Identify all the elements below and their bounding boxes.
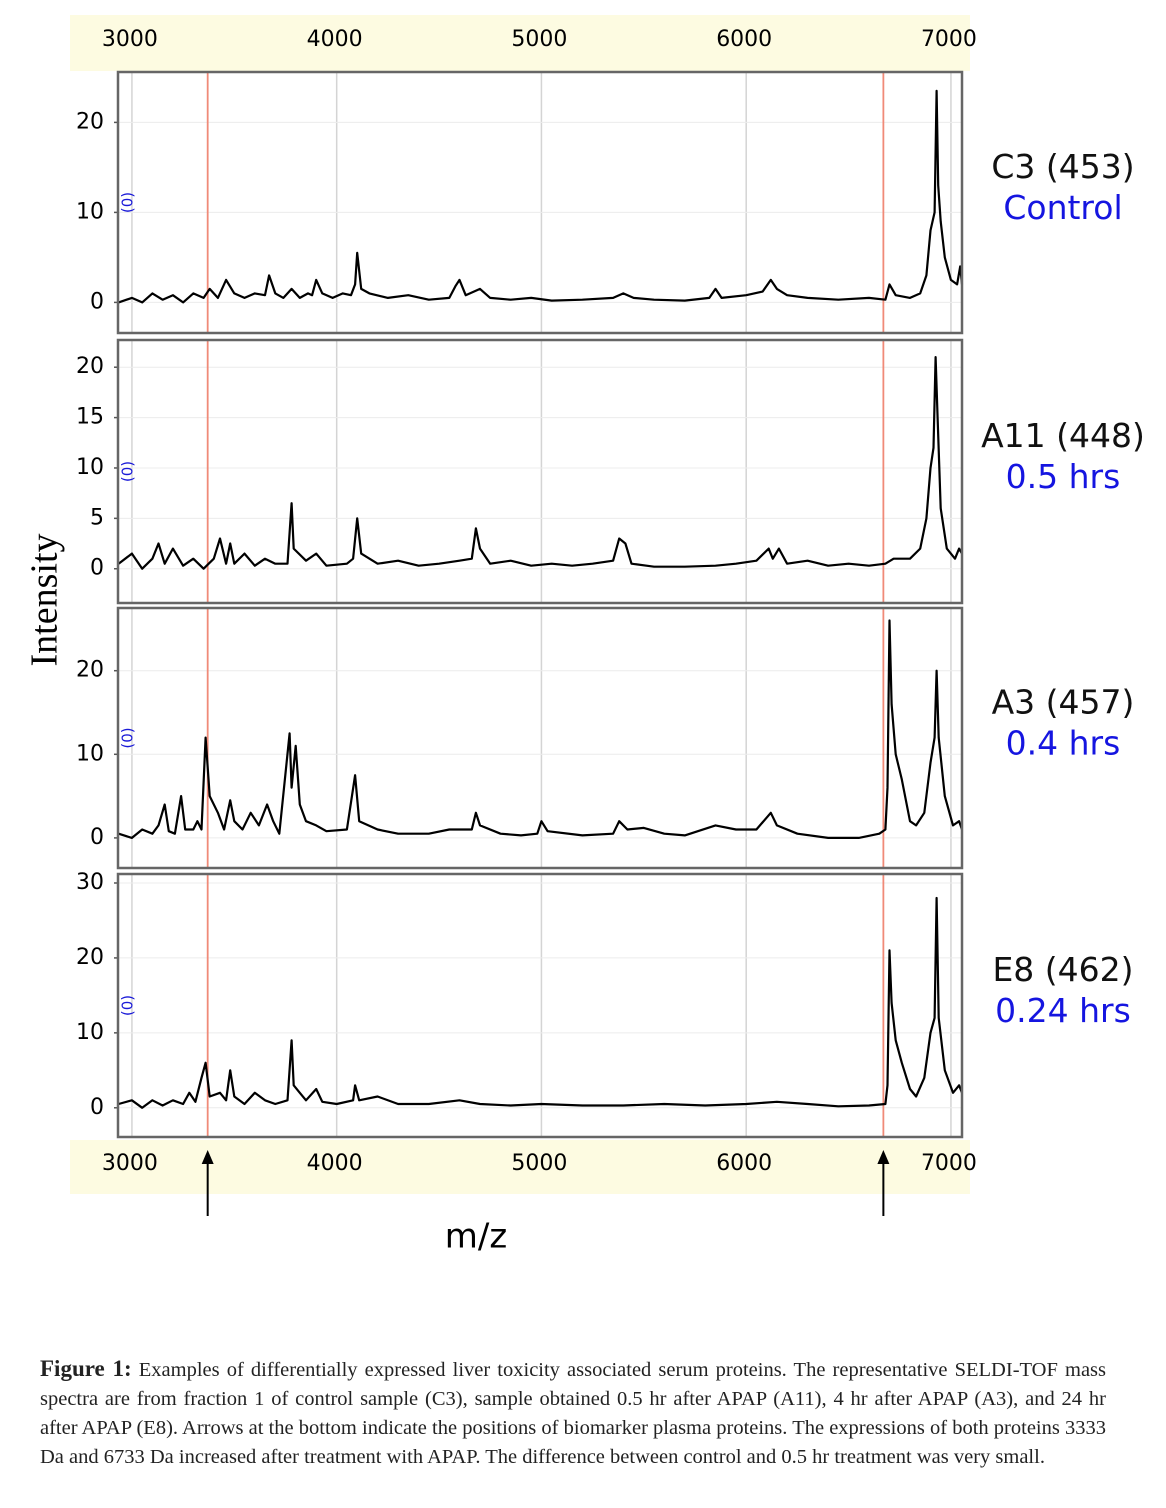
x-tick-label-bottom: 5000 bbox=[511, 1151, 567, 1176]
y-tick-label: 0 bbox=[90, 556, 104, 581]
y-tick-label: 10 bbox=[76, 455, 104, 480]
y-tick-label: 15 bbox=[76, 405, 104, 430]
x-tick-label-bottom: 6000 bbox=[716, 1151, 772, 1176]
x-tick-label-bottom: 7000 bbox=[921, 1151, 977, 1176]
caption-text: Examples of differentially expressed liv… bbox=[40, 1359, 1106, 1468]
x-tick-label-top: 6000 bbox=[716, 27, 772, 52]
panel-label: E8 (462) bbox=[992, 950, 1133, 989]
panel-label: A11 (448) bbox=[981, 416, 1145, 455]
y-tick-label: 20 bbox=[76, 658, 104, 683]
y-tick-label: 0 bbox=[90, 825, 104, 850]
y-tick-label: 20 bbox=[76, 354, 104, 379]
spectrum-line bbox=[118, 896, 964, 1109]
y-tick-label: 0 bbox=[90, 1095, 104, 1120]
y-tick-label: 20 bbox=[76, 109, 104, 134]
y-tick-label: 10 bbox=[76, 741, 104, 766]
x-tick-label-top: 4000 bbox=[307, 27, 363, 52]
x-tick-label-bottom: 4000 bbox=[307, 1151, 363, 1176]
panel-note: (0) bbox=[119, 461, 137, 482]
y-tick-label: 10 bbox=[76, 199, 104, 224]
panel-note: (0) bbox=[119, 727, 137, 748]
panel bbox=[118, 340, 962, 603]
marker-arrowhead bbox=[877, 1150, 890, 1164]
caption-label: Figure 1: bbox=[40, 1356, 132, 1381]
panel-label: A3 (457) bbox=[992, 683, 1135, 722]
y-tick-label: 30 bbox=[76, 870, 104, 895]
panel-border bbox=[116, 872, 964, 1139]
panel bbox=[118, 874, 962, 1137]
marker-arrowhead bbox=[201, 1150, 214, 1164]
panel-border bbox=[116, 70, 964, 335]
x-tick-label-top: 7000 bbox=[921, 27, 977, 52]
top-axis-band bbox=[70, 15, 970, 71]
panel-sublabel: 0.5 hrs bbox=[1006, 457, 1121, 496]
y-tick-label: 0 bbox=[90, 289, 104, 314]
y-tick-label: 10 bbox=[76, 1020, 104, 1045]
y-tick-label: 5 bbox=[90, 505, 104, 530]
spectrum-line bbox=[117, 356, 963, 570]
y-axis-title: Intensity bbox=[24, 534, 66, 667]
panel bbox=[118, 608, 962, 868]
panel-border bbox=[116, 606, 964, 870]
x-tick-label-top: 3000 bbox=[102, 27, 158, 52]
bottom-axis-band bbox=[70, 1140, 970, 1194]
spectrum-line bbox=[118, 619, 964, 839]
x-tick-label-bottom: 3000 bbox=[102, 1151, 158, 1176]
panel-border bbox=[116, 338, 964, 605]
panel-label: C3 (453) bbox=[991, 147, 1134, 186]
x-tick-label-top: 5000 bbox=[511, 27, 567, 52]
panel bbox=[118, 72, 962, 333]
panel-sublabel: 0.24 hrs bbox=[995, 991, 1131, 1030]
panel-note: (0) bbox=[119, 995, 137, 1016]
panel-note: (0) bbox=[119, 192, 137, 213]
caption: Figure 1: Examples of differentially exp… bbox=[40, 1354, 1106, 1472]
x-axis-title: m/z bbox=[445, 1217, 507, 1257]
panel-sublabel: 0.4 hrs bbox=[1006, 724, 1121, 763]
spectrum-line bbox=[118, 89, 964, 304]
y-tick-label: 20 bbox=[76, 945, 104, 970]
chart: Intensity m/z 0 10 20 (0) C3 (453)Control 0 5 1… bbox=[24, 15, 1145, 1257]
panel-sublabel: Control bbox=[1003, 188, 1122, 227]
